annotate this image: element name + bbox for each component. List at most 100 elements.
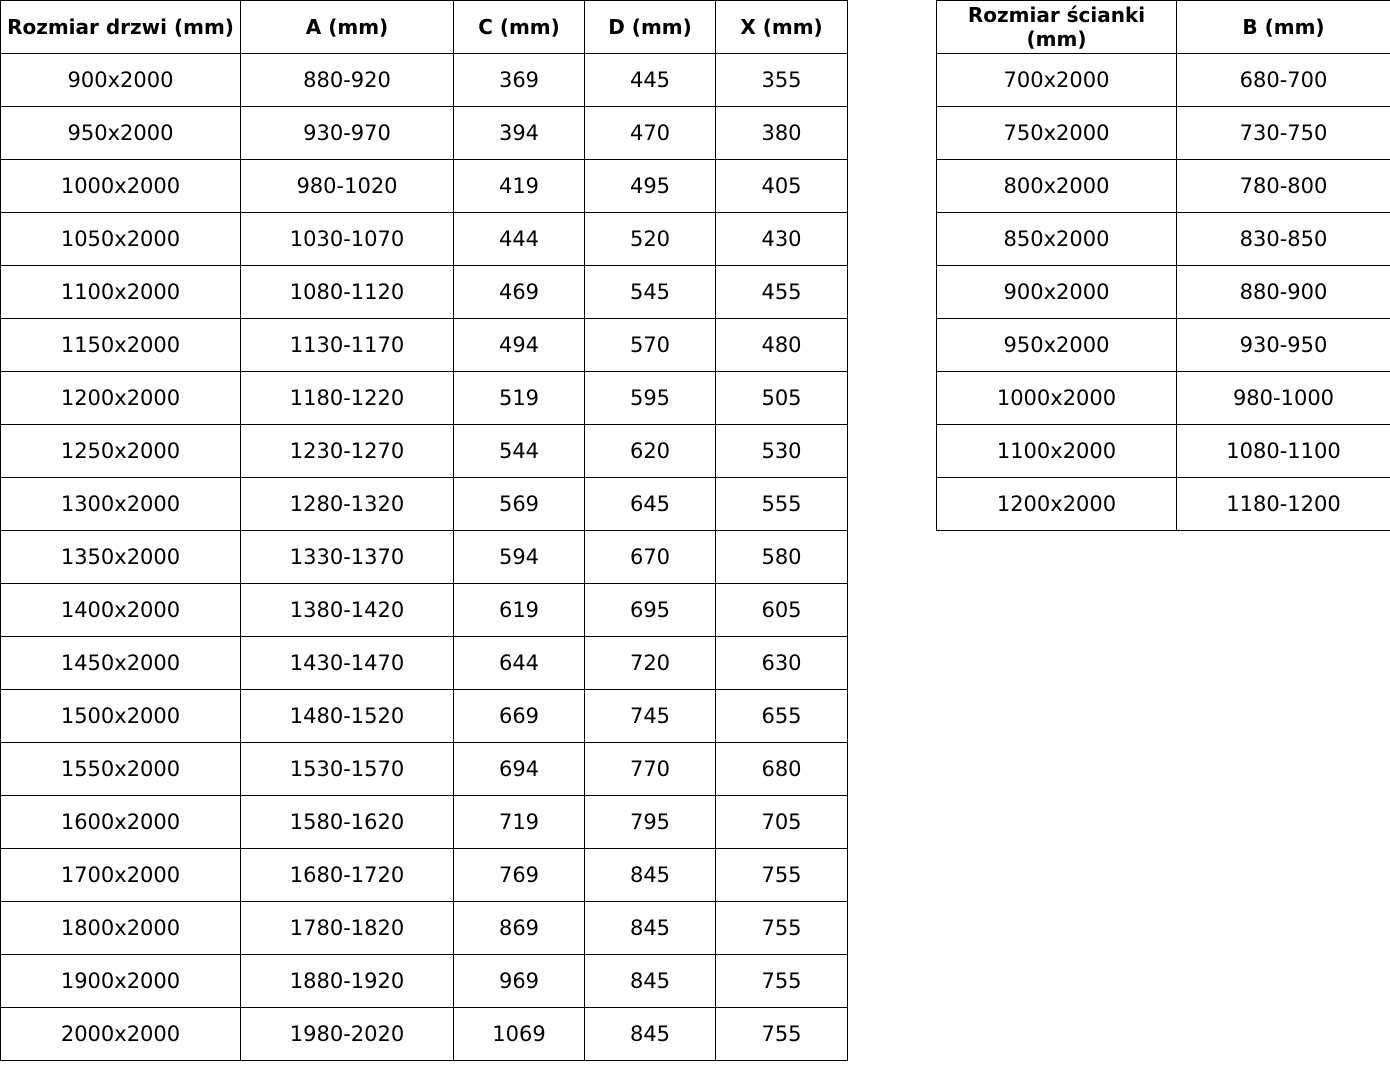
- table-cell: 1430-1470: [240, 636, 454, 690]
- table-cell: 1250x2000: [0, 424, 241, 478]
- table-cell: 694: [453, 742, 585, 796]
- table-row: 1800x2000 1780-1820 869 845 755: [0, 901, 848, 955]
- table-cell: 1550x2000: [0, 742, 241, 796]
- table-cell: 769: [453, 848, 585, 902]
- table-cell: 705: [715, 795, 848, 849]
- table-cell: 580: [715, 530, 848, 584]
- table-cell: 880-920: [240, 53, 454, 107]
- table-cell: 1530-1570: [240, 742, 454, 796]
- table-cell: 845: [584, 954, 716, 1008]
- table-cell: 1900x2000: [0, 954, 241, 1008]
- table-cell: 1400x2000: [0, 583, 241, 637]
- table-cell: 570: [584, 318, 716, 372]
- table-cell: 455: [715, 265, 848, 319]
- door-size-table: Rozmiar drzwi (mm) A (mm) C (mm) D (mm) X (m…: [0, 0, 848, 1061]
- table-cell: 619: [453, 583, 585, 637]
- table-cell: 830-850: [1176, 212, 1390, 266]
- table-cell: 545: [584, 265, 716, 319]
- column-header: C (mm): [453, 0, 585, 54]
- table-cell: 1280-1320: [240, 477, 454, 531]
- table-cell: 880-900: [1176, 265, 1390, 319]
- table-cell: 495: [584, 159, 716, 213]
- table-row: 900x2000 880-900: [936, 265, 1390, 319]
- table-cell: 644: [453, 636, 585, 690]
- table-cell: 1350x2000: [0, 530, 241, 584]
- table-cell: 1000x2000: [936, 371, 1177, 425]
- table-cell: 380: [715, 106, 848, 160]
- table-cell: 845: [584, 1007, 716, 1061]
- table-row: 1550x2000 1530-1570 694 770 680: [0, 742, 848, 796]
- table-cell: 1680-1720: [240, 848, 454, 902]
- table-cell: 530: [715, 424, 848, 478]
- table-cell: 755: [715, 848, 848, 902]
- table-cell: 869: [453, 901, 585, 955]
- table-cell: 394: [453, 106, 585, 160]
- table-cell: 695: [584, 583, 716, 637]
- table-row: 950x2000 930-970 394 470 380: [0, 106, 848, 160]
- column-header: D (mm): [584, 0, 716, 54]
- table-cell: 1230-1270: [240, 424, 454, 478]
- table-cell: 430: [715, 212, 848, 266]
- table-cell: 745: [584, 689, 716, 743]
- table-row: 750x2000 730-750: [936, 106, 1390, 160]
- table-cell: 1330-1370: [240, 530, 454, 584]
- table-row: 850x2000 830-850: [936, 212, 1390, 266]
- table-cell: 369: [453, 53, 585, 107]
- table-cell: 930-950: [1176, 318, 1390, 372]
- table-row: 2000x2000 1980-2020 1069 845 755: [0, 1007, 848, 1061]
- table-row: 1450x2000 1430-1470 644 720 630: [0, 636, 848, 690]
- column-header: A (mm): [240, 0, 454, 54]
- table-cell: 544: [453, 424, 585, 478]
- table-cell: 1600x2000: [0, 795, 241, 849]
- table-cell: 1100x2000: [0, 265, 241, 319]
- table-cell: 1080-1120: [240, 265, 454, 319]
- table-row: 900x2000 880-920 369 445 355: [0, 53, 848, 107]
- table-cell: 1030-1070: [240, 212, 454, 266]
- table-cell: 680: [715, 742, 848, 796]
- column-header: Rozmiar ścianki (mm): [936, 0, 1177, 54]
- table-cell: 845: [584, 848, 716, 902]
- table-cell: 470: [584, 106, 716, 160]
- table-cell: 405: [715, 159, 848, 213]
- table-cell: 980-1000: [1176, 371, 1390, 425]
- table-cell: 719: [453, 795, 585, 849]
- table-cell: 1480-1520: [240, 689, 454, 743]
- table-cell: 670: [584, 530, 716, 584]
- table-cell: 480: [715, 318, 848, 372]
- table-cell: 800x2000: [936, 159, 1177, 213]
- table-row: 1000x2000 980-1000: [936, 371, 1390, 425]
- table-cell: 469: [453, 265, 585, 319]
- table-row: 1100x2000 1080-1100: [936, 424, 1390, 478]
- table-cell: 730-750: [1176, 106, 1390, 160]
- table-cell: 1500x2000: [0, 689, 241, 743]
- table-cell: 594: [453, 530, 585, 584]
- table-row: 1900x2000 1880-1920 969 845 755: [0, 954, 848, 1008]
- table-row: 1200x2000 1180-1220 519 595 505: [0, 371, 848, 425]
- table-cell: 755: [715, 1007, 848, 1061]
- table-cell: 1150x2000: [0, 318, 241, 372]
- table-cell: 755: [715, 901, 848, 955]
- table-row: 1400x2000 1380-1420 619 695 605: [0, 583, 848, 637]
- table-cell: 569: [453, 477, 585, 531]
- table-cell: 1000x2000: [0, 159, 241, 213]
- table-cell: 850x2000: [936, 212, 1177, 266]
- table-row: 1050x2000 1030-1070 444 520 430: [0, 212, 848, 266]
- table-cell: 655: [715, 689, 848, 743]
- table-row: 1200x2000 1180-1200: [936, 477, 1390, 531]
- table-cell: 700x2000: [936, 53, 1177, 107]
- table-cell: 1780-1820: [240, 901, 454, 955]
- table-row: 1600x2000 1580-1620 719 795 705: [0, 795, 848, 849]
- table-row: 1350x2000 1330-1370 594 670 580: [0, 530, 848, 584]
- table-row: 1250x2000 1230-1270 544 620 530: [0, 424, 848, 478]
- table-cell: 750x2000: [936, 106, 1177, 160]
- table-cell: 520: [584, 212, 716, 266]
- table-cell: 780-800: [1176, 159, 1390, 213]
- table-cell: 555: [715, 477, 848, 531]
- table-cell: 444: [453, 212, 585, 266]
- table-cell: 1069: [453, 1007, 585, 1061]
- table-cell: 950x2000: [936, 318, 1177, 372]
- table-cell: 2000x2000: [0, 1007, 241, 1061]
- table-cell: 1050x2000: [0, 212, 241, 266]
- table-cell: 1380-1420: [240, 583, 454, 637]
- table-row: 1000x2000 980-1020 419 495 405: [0, 159, 848, 213]
